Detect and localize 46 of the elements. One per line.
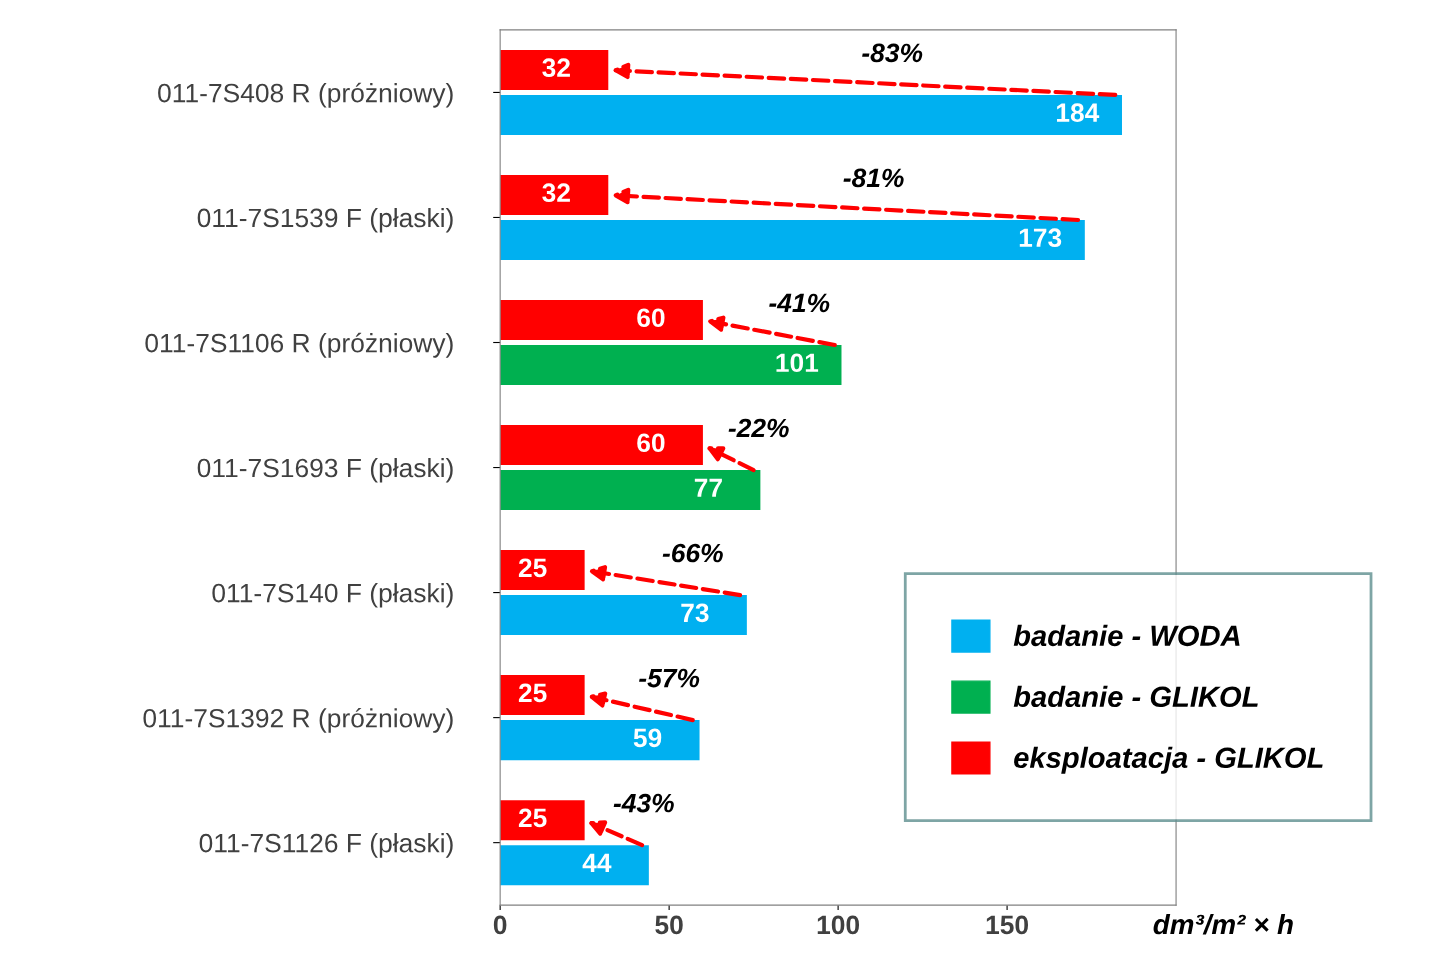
annotation: -57% (639, 668, 700, 688)
y-tick-label: 011-7S408 R (próżniowy) (158, 82, 453, 108)
data-label: 184 (1056, 103, 1100, 123)
y-tick-label: 011-7S1126 F (płaski) (199, 833, 453, 858)
data-label: 25 (518, 683, 547, 703)
annotation: -66% (662, 543, 723, 563)
data-label: 25 (518, 808, 547, 828)
x-tick-label: 0 (493, 915, 507, 935)
bar (500, 174, 609, 215)
data-label: 32 (542, 183, 570, 203)
bar (500, 299, 703, 341)
data-label: 44 (582, 853, 612, 872)
legend-label: badanie - WODA (1013, 624, 1240, 647)
data-label: 32 (542, 58, 570, 78)
legend-label: eksploatacja - GLIKOL (1014, 746, 1323, 774)
bar (500, 470, 761, 511)
data-label: 77 (694, 478, 722, 497)
bar (500, 845, 649, 886)
data-label: 73 (681, 603, 709, 623)
annotation: -43% (613, 793, 674, 813)
x-tick-label: 50 (655, 915, 683, 935)
annotation: -81% (843, 168, 904, 188)
annotation: -22% (728, 418, 789, 438)
x-tick-label: 150 (986, 915, 1029, 935)
y-tick-label: 011-7S1392 R (próżniowy) (143, 707, 453, 733)
bar (500, 345, 842, 386)
bar (500, 425, 703, 466)
annotation: -41% (769, 293, 830, 313)
annotation: -83% (862, 43, 923, 63)
data-label: 59 (633, 728, 662, 748)
y-tick-label: 011-7S1539 F (płaski) (197, 207, 453, 233)
bar (500, 675, 585, 716)
bar (500, 49, 609, 90)
data-label: 25 (518, 558, 547, 578)
x-axis-title: dm³/m² × h (1153, 913, 1293, 935)
x-tick-label: 100 (817, 915, 860, 935)
legend-label: badanie - GLIKOL (1013, 685, 1258, 708)
data-label: 101 (776, 353, 819, 373)
y-tick-label: 011-7S1106 R (próżniowy) (145, 332, 453, 358)
y-tick-label: 011-7S140 F (płaski) (212, 583, 453, 608)
bar (500, 800, 585, 841)
data-label: 60 (637, 308, 665, 328)
data-label: 60 (637, 433, 665, 453)
data-label: 173 (1019, 228, 1062, 248)
bar (500, 550, 585, 591)
y-tick-label: 011-7S1693 F (płaski) (197, 457, 453, 483)
